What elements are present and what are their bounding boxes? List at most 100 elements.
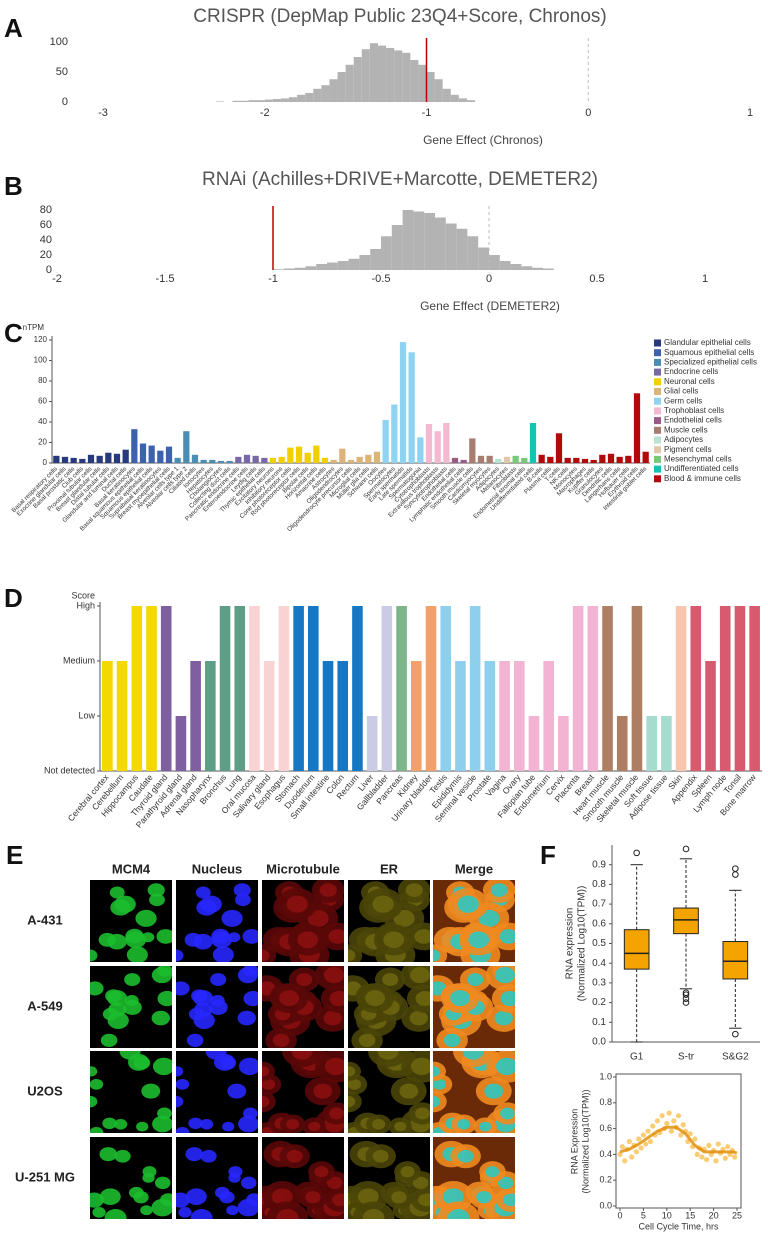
bar: [226, 460, 233, 463]
nucleus: [212, 946, 234, 962]
nucleus: [348, 1095, 356, 1108]
nucleus: [193, 990, 214, 1007]
legend-label: Glandular epithelial cells: [664, 338, 751, 347]
nucleus: [176, 1066, 184, 1077]
bar: [513, 661, 525, 771]
x-tick-label: 0: [585, 107, 591, 119]
outlier: [633, 849, 640, 857]
nucleus: [188, 1117, 203, 1130]
histogram-bar: [321, 85, 330, 102]
bar: [417, 437, 424, 463]
legend-label: Mesenchymal cells: [664, 455, 732, 464]
y-tick-label: 1.0: [599, 1071, 612, 1081]
bar: [356, 456, 363, 463]
legend-swatch: [654, 378, 661, 386]
histogram-bar: [386, 48, 395, 102]
panel-label: D: [4, 583, 23, 613]
cells: [262, 880, 344, 962]
y-tick-label: 100: [34, 356, 48, 365]
bar: [528, 716, 540, 771]
bar: [616, 456, 623, 463]
nucleus: [457, 1119, 471, 1130]
nucleus: [348, 949, 356, 962]
micrograph: [348, 1137, 430, 1219]
bar: [190, 661, 201, 771]
x-tick-label: 15: [685, 1210, 695, 1220]
outlier: [682, 845, 690, 853]
histogram-bar: [289, 97, 298, 102]
legend-label: Neuronal cells: [664, 377, 715, 386]
histogram-bar: [458, 98, 467, 102]
nucleus: [200, 1119, 214, 1130]
nucleus: [500, 1107, 515, 1120]
nucleus: [332, 1193, 344, 1207]
nucleus: [323, 967, 344, 984]
bar: [382, 419, 389, 463]
nucleus: [102, 1007, 119, 1021]
nucleus: [372, 1119, 386, 1130]
bar: [503, 456, 511, 463]
legend-swatch: [654, 397, 661, 405]
nucleus: [433, 1095, 441, 1108]
nucleus: [90, 1127, 104, 1133]
bar: [434, 431, 441, 463]
nucleus: [391, 1191, 407, 1204]
bar: [209, 459, 216, 463]
nucleus: [142, 1166, 157, 1178]
bar: [399, 342, 407, 463]
y-tick-label: 0.0: [599, 1200, 612, 1210]
histogram-bar: [489, 255, 500, 270]
legend-label: Pigment cells: [664, 445, 712, 454]
histogram-bar: [435, 217, 446, 270]
x-tick-label: -1: [268, 273, 278, 285]
legend-label: Specialized epithelial cells: [664, 358, 757, 367]
bar: [79, 458, 86, 463]
bar: [564, 457, 571, 463]
cells: [90, 883, 172, 962]
legend-label: Blood & immune cells: [664, 474, 741, 483]
cells: [348, 1051, 430, 1133]
nucleus: [314, 1166, 329, 1178]
point: [622, 1158, 628, 1164]
x-tick-label: 25: [732, 1210, 742, 1220]
bar: [234, 606, 246, 771]
micrograph: [262, 1051, 344, 1133]
micrograph: [90, 966, 172, 1048]
histogram-bar: [369, 43, 378, 102]
nucleus: [443, 1033, 461, 1047]
bar: [53, 455, 60, 463]
nucleus: [186, 1033, 204, 1047]
nucleus: [499, 929, 515, 944]
nucleus: [109, 886, 125, 899]
histogram-bar: [478, 247, 489, 270]
legend-label: Adipocytes: [664, 435, 703, 444]
bar: [443, 423, 450, 463]
plot-frame: [615, 1073, 742, 1209]
bar: [366, 716, 378, 771]
bar: [337, 661, 349, 771]
nucleus: [233, 883, 251, 897]
histogram-bar: [521, 266, 533, 270]
histogram-bar: [445, 223, 457, 270]
nucleus: [178, 1207, 192, 1218]
nucleus: [160, 1193, 172, 1207]
legend-swatch: [654, 368, 661, 376]
histogram-bar: [361, 49, 370, 102]
nucleus: [176, 949, 184, 962]
bar: [217, 460, 225, 463]
nucleus: [126, 946, 148, 962]
point: [692, 1136, 698, 1142]
point: [687, 1131, 693, 1137]
nucleus: [136, 1121, 149, 1132]
nucleus: [226, 1205, 239, 1216]
point: [645, 1128, 651, 1134]
bar: [113, 453, 121, 463]
point: [671, 1118, 677, 1124]
nucleus: [262, 1066, 270, 1077]
nucleus: [412, 1176, 429, 1190]
x-tick-label: -0.5: [372, 273, 391, 285]
legend-label: Glial cells: [664, 387, 698, 396]
bar: [249, 606, 260, 771]
nucleus: [272, 1033, 290, 1047]
y-tick-label: 0.0: [592, 1037, 606, 1048]
